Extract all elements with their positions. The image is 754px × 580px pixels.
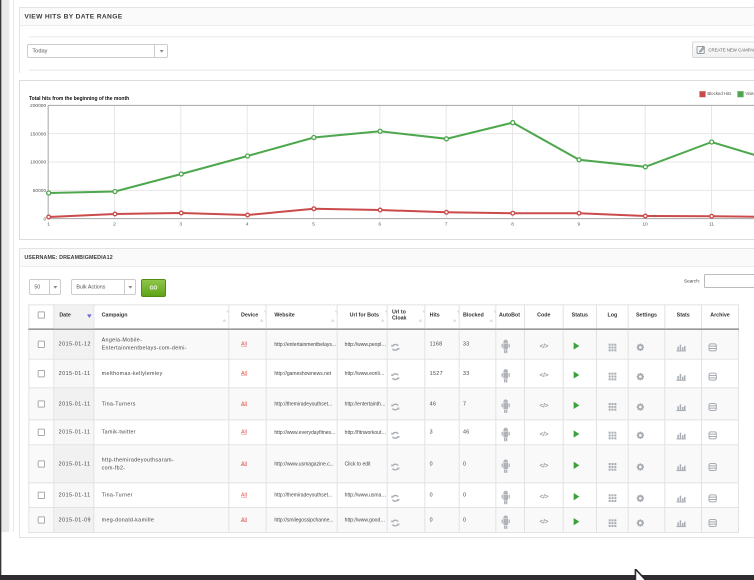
svg-text:11: 11 bbox=[709, 221, 714, 226]
svg-text:0: 0 bbox=[43, 216, 46, 222]
svg-text:6: 6 bbox=[379, 221, 382, 226]
svg-text:1: 1 bbox=[47, 221, 50, 226]
svg-text:100000: 100000 bbox=[30, 160, 46, 166]
svg-text:7: 7 bbox=[445, 221, 448, 226]
svg-text:150000: 150000 bbox=[30, 131, 46, 137]
svg-text:8: 8 bbox=[511, 221, 514, 226]
svg-text:200000: 200000 bbox=[30, 103, 46, 109]
svg-text:4: 4 bbox=[246, 221, 249, 226]
svg-text:10: 10 bbox=[643, 221, 649, 226]
svg-text:3: 3 bbox=[180, 221, 183, 226]
svg-text:50000: 50000 bbox=[33, 188, 47, 194]
svg-text:5: 5 bbox=[312, 221, 315, 226]
svg-text:9: 9 bbox=[578, 221, 581, 226]
svg-text:2: 2 bbox=[113, 221, 116, 226]
